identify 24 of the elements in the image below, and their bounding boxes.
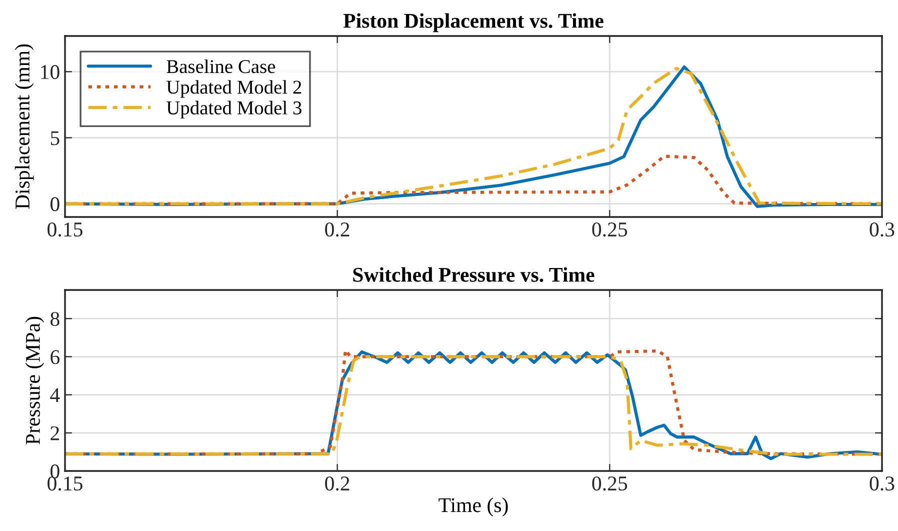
y-tick-label: 6 <box>50 350 60 364</box>
y-tick-label: 10 <box>41 65 60 80</box>
y-axis-title: Displacement (mm) <box>14 44 34 209</box>
y-tick-label: 0 <box>50 464 60 478</box>
y-tick-label: 8 <box>50 312 60 326</box>
chart-title: Switched Pressure vs. Time <box>353 267 594 282</box>
legend-label: Updated Model 2 <box>166 80 302 98</box>
chart-title: Piston Displacement vs. Time <box>343 13 604 32</box>
x-tick-label: 0.15 <box>48 476 82 491</box>
y-axis-title: Pressure (MPa) <box>25 316 44 444</box>
x-tick-label: 0.3 <box>870 476 894 491</box>
x-tick-label: 0.25 <box>592 222 628 237</box>
x-tick-label: 0.25 <box>592 476 628 491</box>
y-tick-label: 2 <box>50 426 59 440</box>
x-tick-label: 0.3 <box>870 222 894 237</box>
x-tick-label: 0.2 <box>325 222 350 237</box>
legend-label: Updated Model 3 <box>166 100 302 118</box>
y-tick-label: 4 <box>50 388 60 402</box>
x-axis-title: Time (s) <box>438 498 508 516</box>
y-tick-label: 0 <box>50 197 60 212</box>
x-tick-label: 0.15 <box>48 222 82 237</box>
x-tick-label: 0.2 <box>325 476 350 491</box>
y-tick-label: 5 <box>50 131 60 146</box>
legend-label: Baseline Case <box>166 59 276 74</box>
